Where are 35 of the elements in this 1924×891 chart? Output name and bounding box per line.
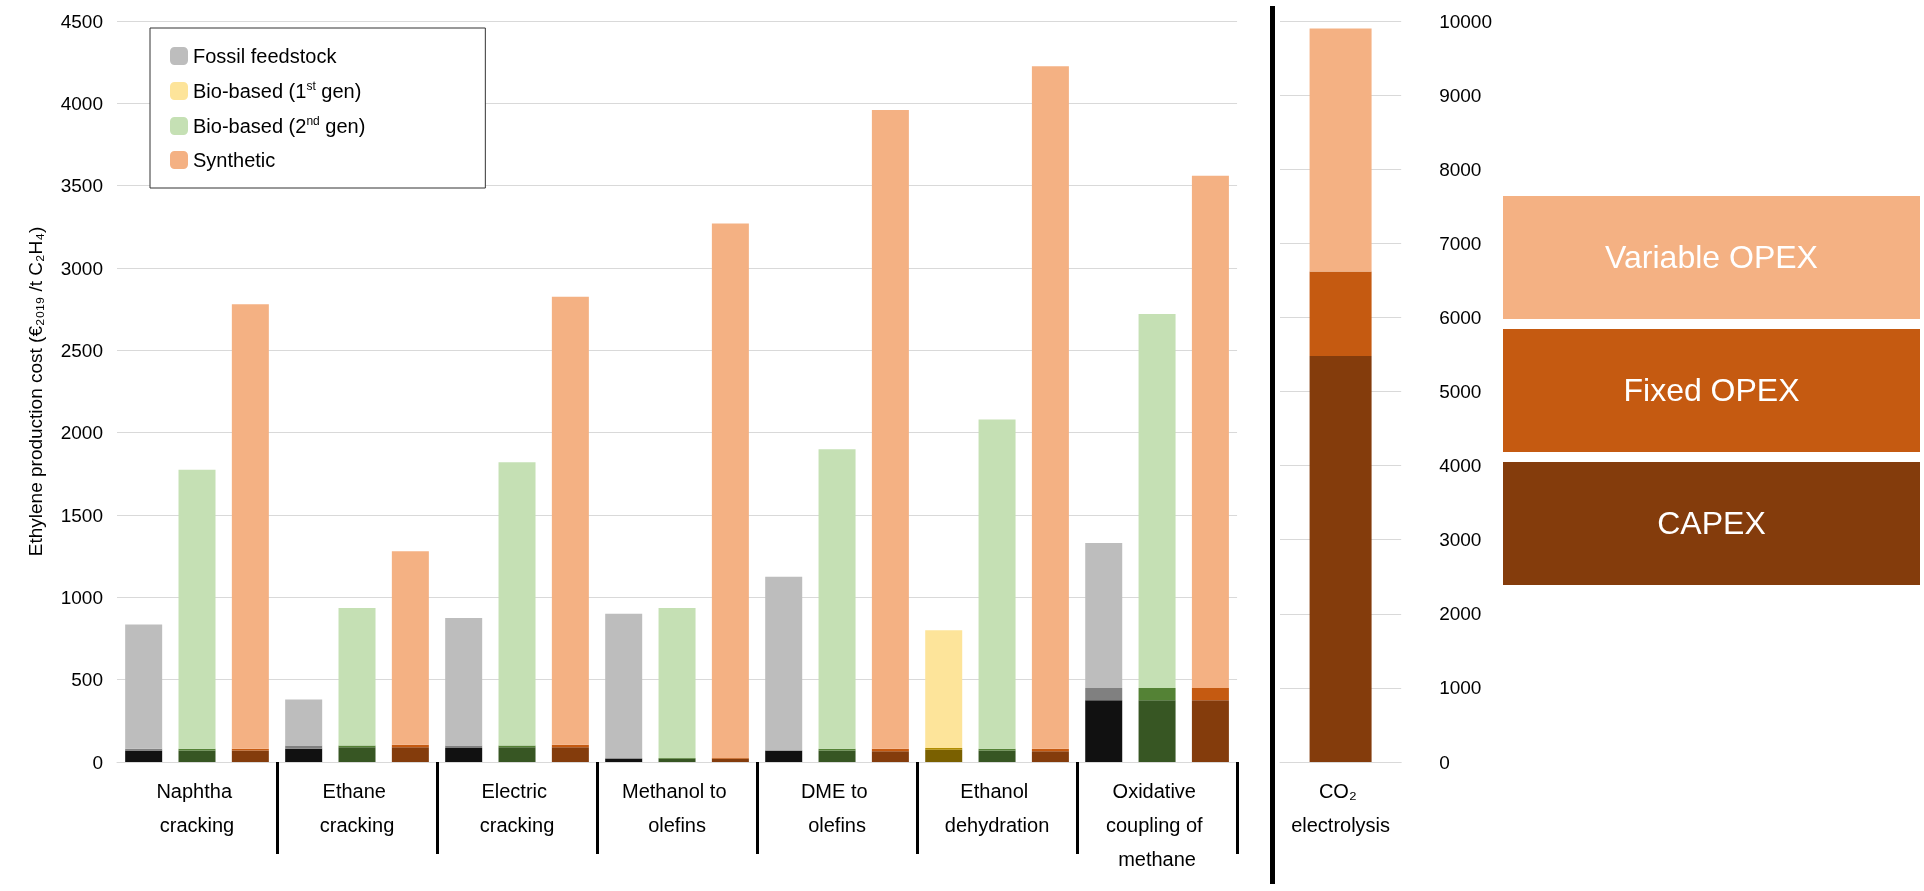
y-tick-label: 2500 bbox=[60, 339, 103, 361]
text: Variable OPEX bbox=[1503, 196, 1920, 319]
x-tick-label: Oxidative coupling of methane bbox=[1105, 780, 1209, 870]
x-tick-label: Ethane cracking bbox=[319, 780, 395, 836]
y-tick-label: 7000 bbox=[1439, 232, 1482, 254]
y-tick-label: 8000 bbox=[1439, 158, 1482, 180]
y-tick-label: 10000 bbox=[1439, 10, 1493, 32]
x-tick-label: CO₂ electrolysis bbox=[1291, 780, 1391, 836]
y-tick-label: 4000 bbox=[60, 92, 103, 114]
y-tick-label: 1000 bbox=[1439, 677, 1482, 699]
y-tick-label: 3500 bbox=[60, 175, 103, 197]
y-tick-label: 0 bbox=[92, 751, 103, 773]
y-axis-title: Ethylene production cost (€₂₀₁₉ /t C₂H₄) bbox=[25, 226, 46, 557]
y-tick-label: 9000 bbox=[1439, 84, 1482, 106]
y-tick-label: 4000 bbox=[1439, 455, 1482, 477]
y-tick-label: 1500 bbox=[60, 504, 103, 526]
y-tick-label: 4500 bbox=[60, 10, 103, 32]
y-tick-label: 1000 bbox=[60, 586, 103, 608]
y-tick-label: 2000 bbox=[60, 422, 103, 444]
y-tick-label: 0 bbox=[1439, 751, 1450, 773]
y-tick-label: 5000 bbox=[1439, 381, 1482, 402]
x-tick-label: DME to olefins bbox=[800, 780, 874, 836]
x-tick-label: Electric cracking bbox=[479, 780, 555, 836]
x-tick-label: Naphtha cracking bbox=[156, 780, 238, 836]
y-tick-label: 3000 bbox=[1439, 529, 1482, 551]
text: CAPEX bbox=[1503, 462, 1920, 585]
text: Fixed OPEX bbox=[1503, 329, 1920, 452]
y-tick-label: 6000 bbox=[1439, 306, 1482, 328]
legend-label: Synthetic bbox=[193, 149, 276, 171]
x-tick-label: Ethanol dehydration bbox=[944, 780, 1050, 836]
y-tick-label: 3000 bbox=[60, 257, 103, 279]
y-tick-label: 2000 bbox=[1439, 603, 1482, 625]
legend-label: Fossil feedstock bbox=[193, 45, 338, 67]
y-tick-label: 500 bbox=[71, 669, 103, 691]
x-tick-label: Methanol to olefins bbox=[622, 780, 733, 836]
